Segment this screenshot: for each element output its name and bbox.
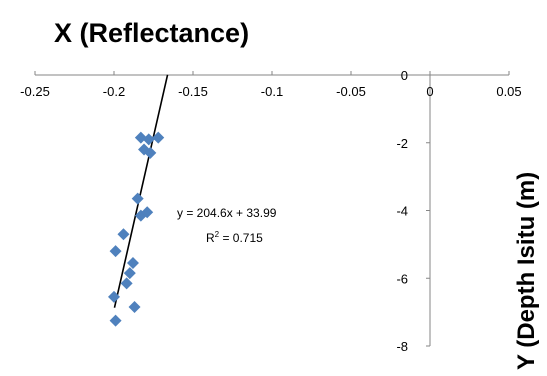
data-point [144,146,157,159]
data-point [142,133,155,146]
y-axis-label: Y (Depth Isitu (m) [513,172,540,370]
data-point [152,131,165,144]
data-point [109,314,122,327]
data-point [109,245,122,258]
data-point [141,206,154,219]
r-squared-superscript: 2 [215,230,220,239]
x-tick-label: -0.15 [178,84,208,99]
x-axis-ticks: -0.25 -0.2 -0.15 -0.1 -0.05 0 0.05 [20,71,522,99]
x-tick-label: -0.2 [103,84,125,99]
x-tick-label: 0 [426,84,433,99]
y-tick-label: -4 [396,204,408,219]
x-tick-label: 0.05 [496,84,521,99]
y-axis-ticks: 0 -2 -4 -6 -8 [396,68,430,354]
trendline-equation: y = 204.6x + 33.99 [177,206,277,220]
x-tick-label: -0.05 [336,84,366,99]
y-tick-label: -8 [396,339,408,354]
data-point [117,228,130,241]
y-tick-label: -2 [396,136,408,151]
trendline-r-squared: R2 = 0.715 [206,230,263,245]
data-point [134,131,147,144]
data-point [120,277,133,290]
trendline [113,74,169,308]
x-tick-label: -0.1 [261,84,283,99]
data-points [108,131,165,327]
data-point [131,192,144,205]
trendline-group [113,74,169,308]
y-tick-label: 0 [401,68,408,83]
data-point [108,290,120,303]
data-point [123,267,136,280]
x-tick-label: -0.25 [20,84,50,99]
r-squared-prefix: R [206,231,215,245]
y-tick-label: -6 [396,271,408,286]
data-point [126,257,139,270]
r-squared-value: = 0.715 [219,231,263,245]
chart-title: X (Reflectance) [54,18,249,48]
data-point [128,301,141,314]
